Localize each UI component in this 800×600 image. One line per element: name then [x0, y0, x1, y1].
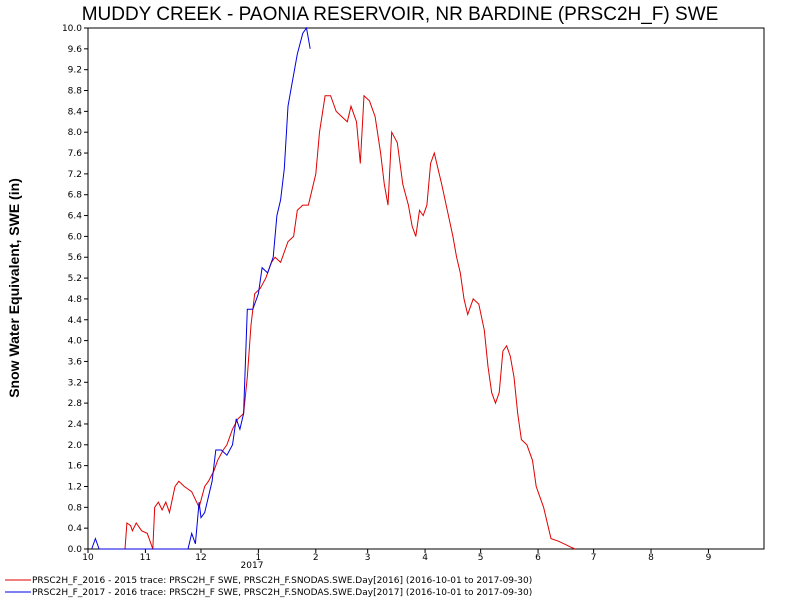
y-tick-label: 4.4 [68, 316, 83, 326]
series-line-2017 [91, 26, 311, 550]
y-tick-label: 4.8 [68, 295, 83, 305]
y-tick-label: 1.6 [68, 462, 83, 472]
y-tick-label: 0.4 [68, 524, 83, 534]
y-tick-label: 6.8 [68, 191, 83, 201]
y-tick-label: 8.8 [68, 87, 83, 97]
y-tick-label: 9.6 [68, 45, 83, 55]
series-line-2016 [124, 94, 576, 550]
y-tick-label: 0.8 [68, 503, 83, 513]
x-tick-label: 3 [365, 553, 371, 563]
x-tick-label: 9 [706, 553, 712, 563]
plot-area [87, 27, 765, 550]
y-tick-label: 6.4 [68, 212, 83, 222]
x-tick-label: 6 [535, 553, 541, 563]
y-axis-label: Snow Water Equivalent, SWE (in) [6, 178, 22, 398]
y-tick-label: 9.2 [68, 66, 82, 76]
x-tick-label: 11 [140, 553, 151, 563]
y-tick-label: 7.6 [68, 149, 83, 159]
y-tick-label: 6.0 [68, 232, 83, 242]
x-tick-label: 5 [478, 553, 484, 563]
y-tick-label: 5.2 [68, 274, 82, 284]
y-tick-label: 3.2 [68, 378, 82, 388]
y-tick-label: 10.0 [62, 24, 82, 34]
y-tick-label: 2.4 [68, 420, 83, 430]
chart-title: MUDDY CREEK - PAONIA RESERVOIR, NR BARDI… [82, 4, 719, 25]
y-tick-label: 0.0 [68, 545, 83, 555]
y-tick-label: 8.4 [68, 107, 83, 117]
y-tick-label: 2.8 [68, 399, 83, 409]
y-tick-label: 2.0 [68, 441, 83, 451]
legend: PRSC2H_F_2016 - 2015 trace: PRSC2H_F SWE… [5, 576, 532, 598]
y-tick-label: 7.2 [68, 170, 82, 180]
y-axis: 0.0 0.4 0.8 1.2 1.6 2.0 2.4 2.8 3.2 3.6 4.0 4.4 4.8 5… [62, 24, 88, 555]
x-tick-label: 8 [648, 553, 654, 563]
x-tick-label: 2 [313, 553, 319, 563]
legend-label-2016: PRSC2H_F_2016 - 2015 trace: PRSC2H_F SWE… [32, 576, 532, 586]
y-tick-label: 4.0 [68, 337, 83, 347]
y-tick-label: 5.6 [68, 253, 83, 263]
x-tick-label: 12 [195, 553, 206, 563]
x-axis: 10 11 12 1 2 3 4 5 6 7 8 9 [82, 549, 712, 563]
legend-label-2017: PRSC2H_F_2017 - 2016 trace: PRSC2H_F SWE… [32, 588, 532, 598]
y-tick-label: 3.6 [68, 357, 83, 367]
x-tick-label: 7 [591, 553, 597, 563]
series-lines [91, 26, 576, 550]
x-axis-year-label: 2017 [241, 561, 264, 571]
x-tick-label: 4 [422, 553, 428, 563]
x-tick-label: 1 [256, 553, 262, 563]
y-tick-label: 8.0 [68, 128, 83, 138]
x-tick-label: 10 [82, 553, 94, 563]
y-tick-label: 1.2 [68, 482, 82, 492]
